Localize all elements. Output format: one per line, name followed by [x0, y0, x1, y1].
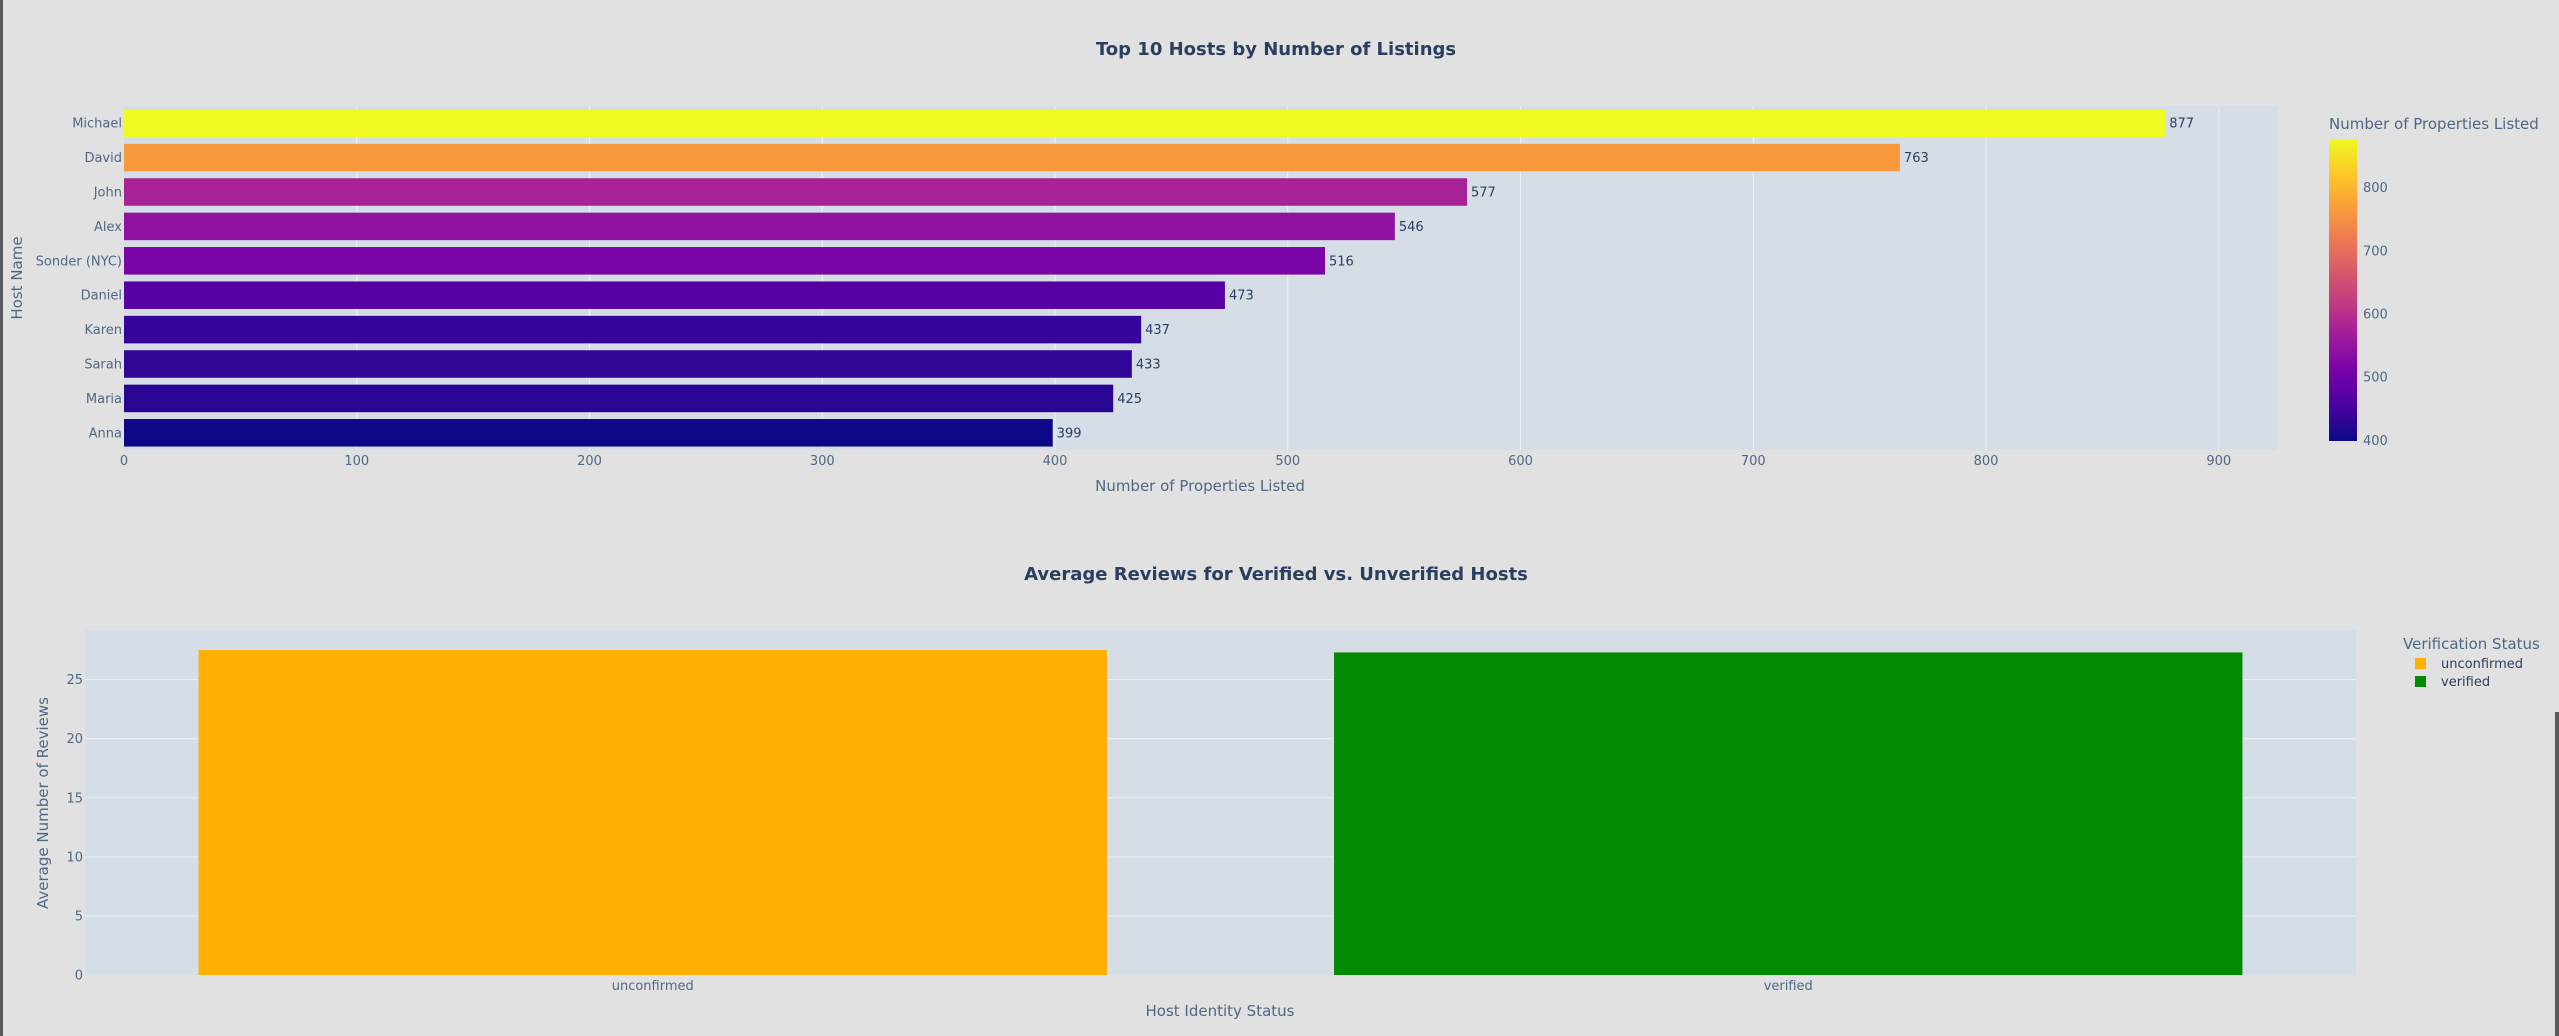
chart1-bar-value-label: 399 — [1057, 426, 1082, 441]
chart1-bar — [124, 384, 1114, 413]
chart1-bar-value-label: 433 — [1136, 358, 1161, 373]
chart2-legend-swatch — [2415, 658, 2426, 669]
chart2-x-tick-labels: unconfirmed verified — [612, 979, 1813, 994]
chart1-y-tick: David — [84, 151, 122, 166]
chart1-bar-value-label: 437 — [1145, 323, 1170, 338]
chart1-bar-value-label: 516 — [1329, 254, 1354, 269]
chart1-y-tick: John — [93, 186, 122, 201]
chart1-bar-value-label: 763 — [1904, 151, 1929, 166]
chart1-y-tick: Michael — [72, 117, 122, 132]
colorbar — [2329, 139, 2357, 441]
chart2-y-axis-title: Average Number of Reviews — [34, 697, 52, 909]
colorbar-tick-labels: 400 500 600 700 800 — [2363, 181, 2388, 449]
chart1-bar — [124, 109, 2166, 137]
colorbar-tick: 600 — [2363, 308, 2388, 323]
chart1-bar-value-label: 473 — [1229, 289, 1254, 304]
chart2-y-tick: 20 — [66, 732, 83, 747]
colorbar-title: Number of Properties Listed — [2329, 115, 2539, 133]
chart1-bar — [124, 315, 1142, 344]
chart2-y-tick-labels: 0 5 10 15 20 25 — [66, 673, 83, 983]
chart1-bar-value-label: 546 — [1399, 220, 1424, 235]
chart1-y-tick: Daniel — [81, 289, 122, 304]
scrollbar-thumb[interactable] — [2555, 712, 2559, 1036]
chart1-bar-value-label: 877 — [2169, 117, 2194, 132]
chart2-title: Average Reviews for Verified vs. Unverif… — [1024, 564, 1528, 585]
chart1-y-axis-title: Host Name — [8, 236, 26, 319]
colorbar-tick: 400 — [2363, 434, 2388, 449]
chart1-x-tick-labels: 0 100 200 300 400 500 600 700 800 900 — [120, 454, 2231, 469]
chart2-x-axis-title: Host Identity Status — [1146, 1002, 1295, 1020]
chart1-bar — [124, 178, 1468, 206]
chart1-y-tick: Alex — [94, 220, 122, 235]
chart1-y-tick-labels: Michael David John Alex Sonder (NYC) Daniel Ka… — [36, 117, 123, 442]
chart1-y-tick: Sonder (NYC) — [36, 254, 122, 269]
chart1-bars: 877 763 577 546 516 473 437 433 425 399 — [124, 109, 2194, 447]
chart2-bars — [198, 650, 2243, 975]
chart1-y-tick: Anna — [89, 426, 122, 441]
chart1-y-tick: Sarah — [84, 358, 122, 373]
chart1-x-tick: 100 — [344, 454, 369, 469]
chart1-title: Top 10 Hosts by Number of Listings — [1096, 39, 1456, 60]
chart1-bar-value-label: 425 — [1117, 392, 1142, 407]
chart2-legend-title: Verification Status — [2403, 635, 2540, 653]
chart1-x-tick: 0 — [120, 454, 128, 469]
colorbar-tick: 500 — [2363, 371, 2388, 386]
chart1-bar — [124, 281, 1225, 309]
chart1-bar — [124, 212, 1395, 241]
chart1-y-tick: Karen — [84, 323, 122, 338]
chart2-y-tick: 5 — [75, 909, 83, 924]
chart1-x-tick: 400 — [1043, 454, 1068, 469]
chart1-bar — [124, 143, 1900, 172]
chart1-y-tick: Maria — [86, 392, 122, 407]
colorbar-tick: 800 — [2363, 181, 2388, 196]
chart2-legend-swatch — [2415, 676, 2426, 687]
chart1-x-tick: 800 — [1974, 454, 1999, 469]
chart1-bar-value-label: 577 — [1471, 186, 1496, 201]
chart1-x-tick: 200 — [577, 454, 602, 469]
chart1-bar — [124, 350, 1132, 378]
chart1-x-tick: 300 — [810, 454, 835, 469]
chart2-legend-label: unconfirmed — [2441, 657, 2523, 672]
chart2-bar — [1334, 652, 2243, 975]
chart2-legend-label: verified — [2441, 675, 2490, 690]
window-left-edge — [0, 0, 3, 1036]
chart1-x-tick: 500 — [1275, 454, 1300, 469]
chart1-bar — [124, 247, 1326, 275]
chart1-x-tick: 900 — [2206, 454, 2231, 469]
chart1-x-axis-title: Number of Properties Listed — [1095, 477, 1305, 495]
chart2-y-tick: 10 — [66, 850, 83, 865]
chart1-bar — [124, 419, 1053, 447]
chart2-y-tick: 0 — [75, 969, 83, 984]
chart2-bar — [198, 650, 1107, 975]
chart1-x-tick: 700 — [1741, 454, 1766, 469]
chart2-y-tick: 25 — [66, 673, 83, 688]
chart1-x-tick: 600 — [1508, 454, 1533, 469]
colorbar-tick: 700 — [2363, 244, 2388, 259]
chart2-legend: unconfirmed verified — [2415, 657, 2523, 690]
chart2-x-tick: verified — [1764, 979, 1813, 994]
chart2-x-tick: unconfirmed — [612, 979, 694, 994]
chart2-y-tick: 15 — [66, 791, 83, 806]
